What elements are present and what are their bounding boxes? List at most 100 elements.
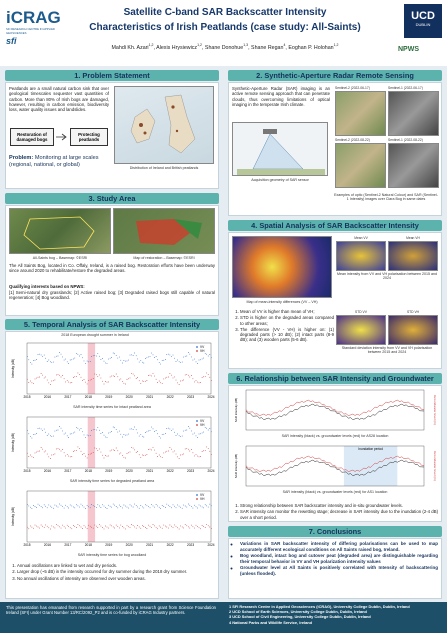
x-tick-label: 2020 <box>126 543 133 547</box>
groundwater-figure: SAR intensity (dB) Groundwater level (m) <box>234 389 437 431</box>
x-tick-label: 2023 <box>187 543 194 547</box>
image-label: Mean VV <box>354 236 368 240</box>
x-tick-label: 2024 <box>207 395 214 399</box>
series-dots <box>27 352 212 365</box>
legend-label: VH <box>200 497 205 501</box>
caption: All-Saints bog – Basemap: ©ESRI <box>32 256 88 260</box>
x-tick-label: 2019 <box>105 469 112 473</box>
series-line <box>245 459 425 476</box>
affiliations: 1 SFI Research Centre in Applied Geoscie… <box>229 604 443 625</box>
legend-label: VV <box>200 419 205 423</box>
plot-frame <box>26 490 212 543</box>
section-title: 2. Synthetic-Aperture Radar Remote Sensi… <box>228 70 442 81</box>
list: Mean of VV is higher than mean of VH;STD… <box>232 309 334 344</box>
x-tick-label: 2016 <box>44 469 51 473</box>
legend-swatch <box>196 420 198 422</box>
series-dots <box>27 446 212 459</box>
caption: Map of restoration – Basemap: ©ESRI <box>133 256 195 260</box>
geometry-diagram <box>237 129 325 175</box>
x-tick-label: 2020 <box>126 469 133 473</box>
logo-ucd-sub: DUBLIN <box>415 22 431 27</box>
sar-image <box>335 91 386 136</box>
x-tick-label: 2021 <box>146 543 153 547</box>
list-item: SAR intensity can monitor the rewetting … <box>240 509 438 520</box>
header <box>0 0 447 66</box>
caption: Distribution of Ireland and British peat… <box>129 166 199 170</box>
box: Protecting peatlands <box>70 128 108 146</box>
list-item: Annual oscillations are linked to wet an… <box>17 563 215 568</box>
logo-icrag: iCRAG <box>6 8 61 27</box>
paragraph: [1] Semi-natural dry grasslands; [2] Act… <box>9 290 215 301</box>
box: Restoration of damaged bogs <box>10 128 54 146</box>
map-restoration <box>113 208 215 254</box>
x-tick-label: 2024 <box>207 469 214 473</box>
legend-swatch <box>196 346 198 348</box>
legend-label: VH <box>200 423 205 427</box>
x-tick-label: 2020 <box>126 395 133 399</box>
image-label: Mean VH <box>406 236 420 240</box>
time-series-figure: 2015 2016 2017 2018 2019 2020 2021 2022 2023 2024… <box>11 416 215 473</box>
y2-axis-label: Groundwater level (m) <box>433 395 437 425</box>
affiliation: 4 National Parks and Wildlife Service, I… <box>229 619 312 625</box>
author-name: Mahdi Kh. Azari <box>111 44 149 51</box>
section-title: 7. Conclusions <box>228 526 442 537</box>
affiliation: 3 UCD School of Civil Engineering, Unive… <box>229 614 371 620</box>
x-tick-label: 2017 <box>64 469 71 473</box>
image-label: Sentinel-1 (2022-06-17) <box>388 86 423 90</box>
spatial-image <box>388 241 438 271</box>
sar-image <box>388 143 439 188</box>
inundation-label: Inundation period <box>358 447 383 451</box>
series-dots <box>27 523 212 530</box>
x-tick-label: 2023 <box>187 395 194 399</box>
x-tick-label: 2019 <box>105 395 112 399</box>
author-affil: 4 <box>283 43 286 47</box>
caption: Examples of optic (Sentinel-2 Natural Co… <box>334 193 438 202</box>
ordered-list: Annual oscillations are linked to wet an… <box>9 563 215 581</box>
caption: SAR intensity (black) vs. groundwater le… <box>281 434 389 438</box>
list-item: STD is higher on the degraded areas comp… <box>240 315 334 326</box>
caption: Acquisition geometry of SAR sensor <box>251 178 309 182</box>
list-item: Variations in SAR backscatter intensity … <box>240 541 438 552</box>
y-axis-label: Intensity (dB) <box>11 433 15 452</box>
y-axis-label: Intensity (dB) <box>11 507 15 526</box>
funding: This presentation has emanated from rese… <box>6 605 216 616</box>
series-line <box>245 399 425 416</box>
x-tick-label: 2015 <box>23 543 30 547</box>
legend-label: VV <box>200 345 205 349</box>
drought-band <box>87 343 96 394</box>
legend-swatch <box>196 350 198 352</box>
title: Satellite C-band SAR Backscatter Intensi… <box>123 7 327 18</box>
legend-swatch <box>196 498 198 500</box>
series-line <box>245 455 425 472</box>
title: Characteristics of Irish Peatlands (case… <box>89 22 361 33</box>
sar-geometry <box>232 122 328 176</box>
list-item: Bog woodland, intact bog and cutover pea… <box>240 553 438 564</box>
image-label: Sentinel-2 (2022-06-17) <box>335 86 370 90</box>
map-difference <box>232 236 332 298</box>
image-label: Sentinel-1 (2022-08-22) <box>388 138 423 142</box>
legend-label: VV <box>200 493 205 497</box>
list-item: The difference (VV - VH) is higher on: (… <box>240 327 334 343</box>
map-study <box>9 208 111 254</box>
caption: Map of mean-intensity differences (VV – … <box>246 300 318 304</box>
paragraph: The All Saints Bog, located in Co. Offal… <box>9 263 215 274</box>
section-title: 1. Problem Statement <box>5 70 219 81</box>
logo-icrag-sub: SFI RESEARCH CENTRE IN APPLIED GEOSCIENC… <box>6 27 55 35</box>
inundation-band <box>343 446 398 486</box>
x-tick-label: 2021 <box>146 469 153 473</box>
paragraph: Synthetic-Aperture Radar (SAR) imaging i… <box>232 86 330 107</box>
section-body <box>228 538 442 599</box>
section-title: 6. Relationship between SAR Intensity an… <box>228 373 442 394</box>
plot-frame <box>245 389 425 431</box>
annotation: 2018 European drought summer in Ireland <box>61 333 129 337</box>
y2-axis-label: Groundwater level (m) <box>433 451 437 481</box>
spatial-image <box>388 315 438 345</box>
x-tick-label: 2022 <box>167 395 174 399</box>
x-tick-label: 2015 <box>23 469 30 473</box>
x-tick-label: 2018 <box>85 543 92 547</box>
y-axis-label: SAR intensity (dB) <box>234 398 238 423</box>
spatial-image <box>336 315 386 345</box>
series-dots <box>27 503 212 510</box>
author-name: Alexis Hrysiewicz <box>156 44 198 51</box>
logo-ucd-text: UCD <box>411 10 435 22</box>
